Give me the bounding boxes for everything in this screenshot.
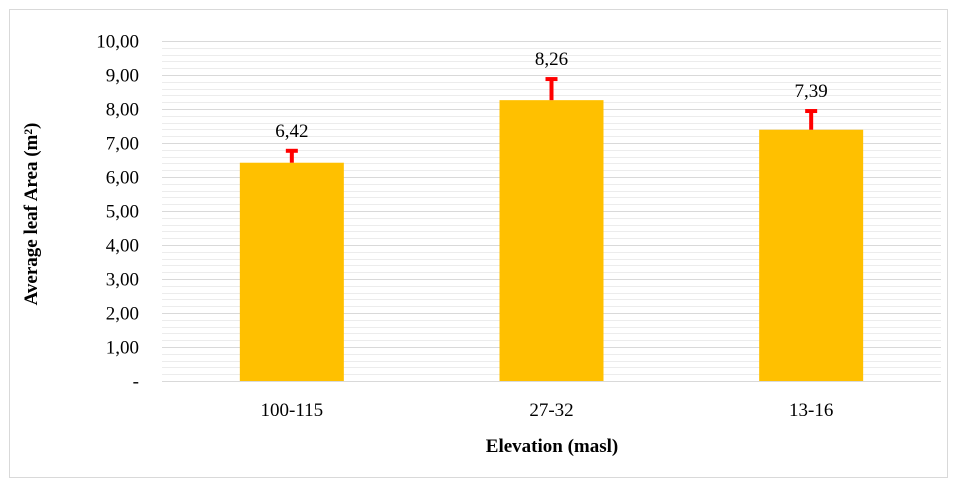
bar <box>759 129 864 381</box>
x-tick-label: 27-32 <box>529 400 573 421</box>
y-axis-title: Average leaf Area (m²) <box>21 123 42 306</box>
y-tick-label: 8,00 <box>106 100 139 121</box>
x-axis-title: Elevation (masl) <box>486 436 618 457</box>
bar <box>239 162 344 381</box>
y-tick-label: 2,00 <box>106 304 139 325</box>
data-label: 8,26 <box>535 49 568 70</box>
data-label: 7,39 <box>795 81 828 102</box>
y-tick-label: 5,00 <box>106 202 139 223</box>
x-axis-ticks: 100-115 27-32 13-16 <box>261 400 834 421</box>
bars <box>239 100 864 381</box>
x-tick-label: 100-115 <box>261 400 324 421</box>
y-axis-ticks: - 1,00 2,00 3,00 4,00 5,00 6,00 7,00 8,00 9,00 10,… <box>96 32 139 393</box>
y-tick-label: 10,00 <box>96 32 139 53</box>
y-tick-label: 7,00 <box>106 134 139 155</box>
y-tick-label: 9,00 <box>106 66 139 87</box>
bar <box>499 100 604 381</box>
y-tick-label: 1,00 <box>106 338 139 359</box>
y-tick-label: 6,00 <box>106 168 139 189</box>
data-labels: 6,42 8,26 7,39 <box>275 49 828 142</box>
data-label: 6,42 <box>275 121 308 142</box>
x-tick-label: 13-16 <box>789 400 833 421</box>
error-bars <box>285 77 818 163</box>
y-tick-label: 4,00 <box>106 236 139 257</box>
y-tick-label: - <box>133 372 139 393</box>
y-tick-label: 3,00 <box>106 270 139 291</box>
